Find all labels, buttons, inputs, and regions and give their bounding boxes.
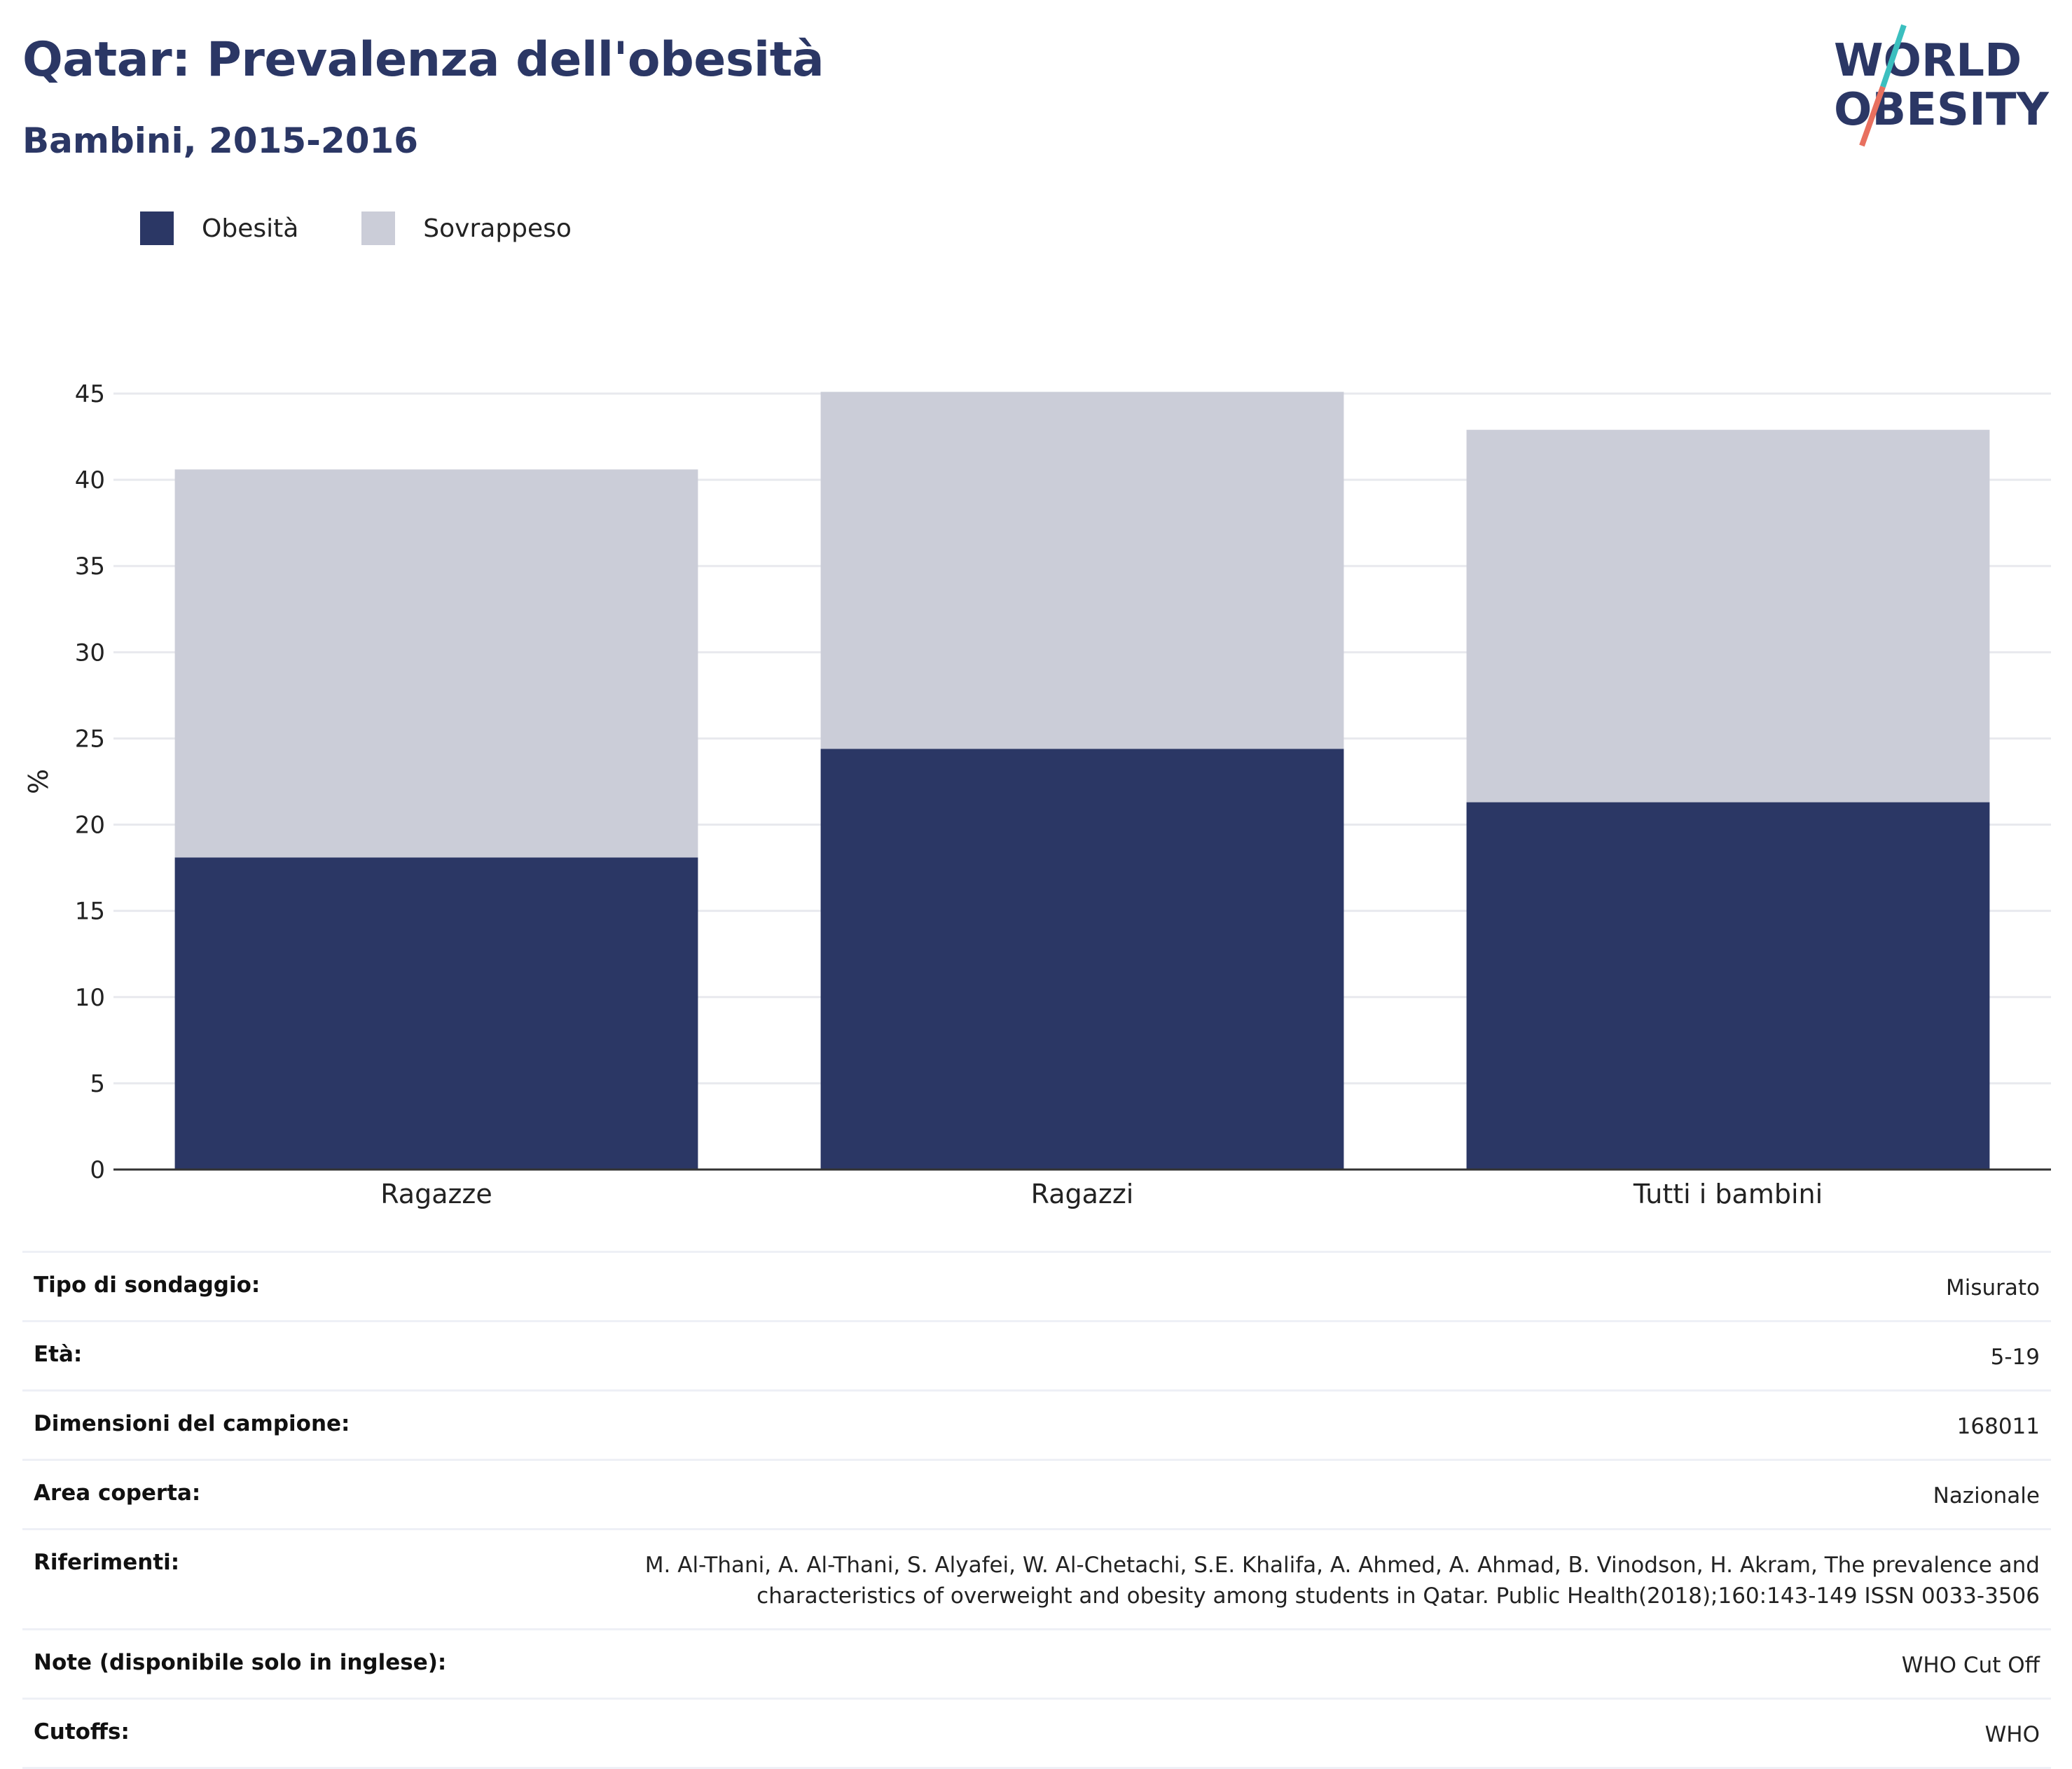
- info-value: 5-19: [1990, 1345, 2040, 1370]
- bar-obesity: [820, 749, 1344, 1170]
- stacked-bar-chart: 0 5 10 15 20 25 30 35 40 45% Ragazze Ragazzi Tutti i…: [23, 380, 2051, 1209]
- legend-swatch-overweight: [361, 211, 396, 245]
- y-tick-label: 10: [75, 984, 105, 1012]
- bar-obesity: [174, 857, 698, 1170]
- info-key: Area coperta:: [34, 1480, 201, 1506]
- world-obesity-logo: WORLD OBESITY: [1834, 24, 2049, 147]
- y-tick-label: 20: [75, 812, 105, 840]
- survey-info-table: Tipo di sondaggio: Misurato Età: 5-19 Di…: [22, 1251, 2051, 1769]
- logo-line1: WORLD: [1834, 35, 2022, 87]
- info-row-sample-size: Dimensioni del campione: 168011: [22, 1389, 2051, 1459]
- info-value: WHO: [1984, 1722, 2040, 1747]
- legend-label-obesity: Obesità: [202, 214, 299, 243]
- info-row-area: Area coperta: Nazionale: [22, 1459, 2051, 1528]
- info-key: Cutoffs:: [34, 1719, 130, 1744]
- chart-subtitle: Bambini, 2015-2016: [22, 120, 419, 161]
- bar-overweight: [820, 391, 1344, 749]
- chart-legend: Obesità Sovrappeso: [140, 207, 635, 249]
- info-value: WHO Cut Off: [1901, 1653, 2040, 1678]
- y-tick-label: 0: [90, 1156, 105, 1184]
- info-key: Note (disponibile solo in inglese):: [34, 1650, 447, 1675]
- bar-overweight: [1466, 429, 1990, 803]
- y-tick-label: 30: [75, 639, 105, 667]
- bar-overweight: [174, 469, 698, 858]
- legend-item-obesity[interactable]: Obesità: [140, 211, 298, 245]
- info-key: Riferimenti:: [34, 1550, 180, 1575]
- info-row-cutoffs: Cutoffs: WHO: [22, 1698, 2051, 1769]
- x-tick-label: Ragazzi: [1031, 1179, 1134, 1209]
- y-tick-label: 35: [75, 553, 105, 581]
- logo-slash-teal: [1880, 24, 1907, 88]
- legend-swatch-obesity: [140, 211, 174, 245]
- y-tick-label: 5: [90, 1070, 105, 1098]
- info-key: Dimensioni del campione:: [34, 1411, 350, 1436]
- chart-title: Qatar: Prevalenza dell'obesità: [22, 32, 824, 88]
- x-tick-label: Ragazze: [380, 1179, 492, 1209]
- x-tick-label: Tutti i bambini: [1633, 1179, 1823, 1209]
- info-row-notes: Note (disponibile solo in inglese): WHO …: [22, 1628, 2051, 1698]
- info-row-references: Riferimenti: M. Al-Thani, A. Al-Thani, S…: [22, 1528, 2051, 1628]
- bar-obesity: [1466, 802, 1990, 1170]
- y-tick-label: 40: [75, 466, 105, 494]
- legend-item-overweight[interactable]: Sovrappeso: [361, 211, 572, 245]
- legend-label-overweight: Sovrappeso: [423, 214, 572, 243]
- info-row-age: Età: 5-19: [22, 1320, 2051, 1389]
- y-axis-label: %: [23, 769, 54, 794]
- info-key: Tipo di sondaggio:: [34, 1272, 261, 1298]
- y-tick-label: 15: [75, 898, 105, 926]
- info-key: Età:: [34, 1342, 83, 1367]
- info-row-survey-type: Tipo di sondaggio: Misurato: [22, 1251, 2051, 1320]
- y-tick-label: 45: [75, 380, 105, 408]
- y-tick-label: 25: [75, 725, 105, 753]
- info-value: 168011: [1956, 1414, 2040, 1439]
- info-value: Misurato: [1945, 1275, 2040, 1300]
- info-value: Nazionale: [1933, 1483, 2040, 1508]
- info-value: M. Al-Thani, A. Al-Thani, S. Alyafei, W.…: [644, 1553, 2040, 1609]
- logo-slash-coral: [1859, 85, 1886, 147]
